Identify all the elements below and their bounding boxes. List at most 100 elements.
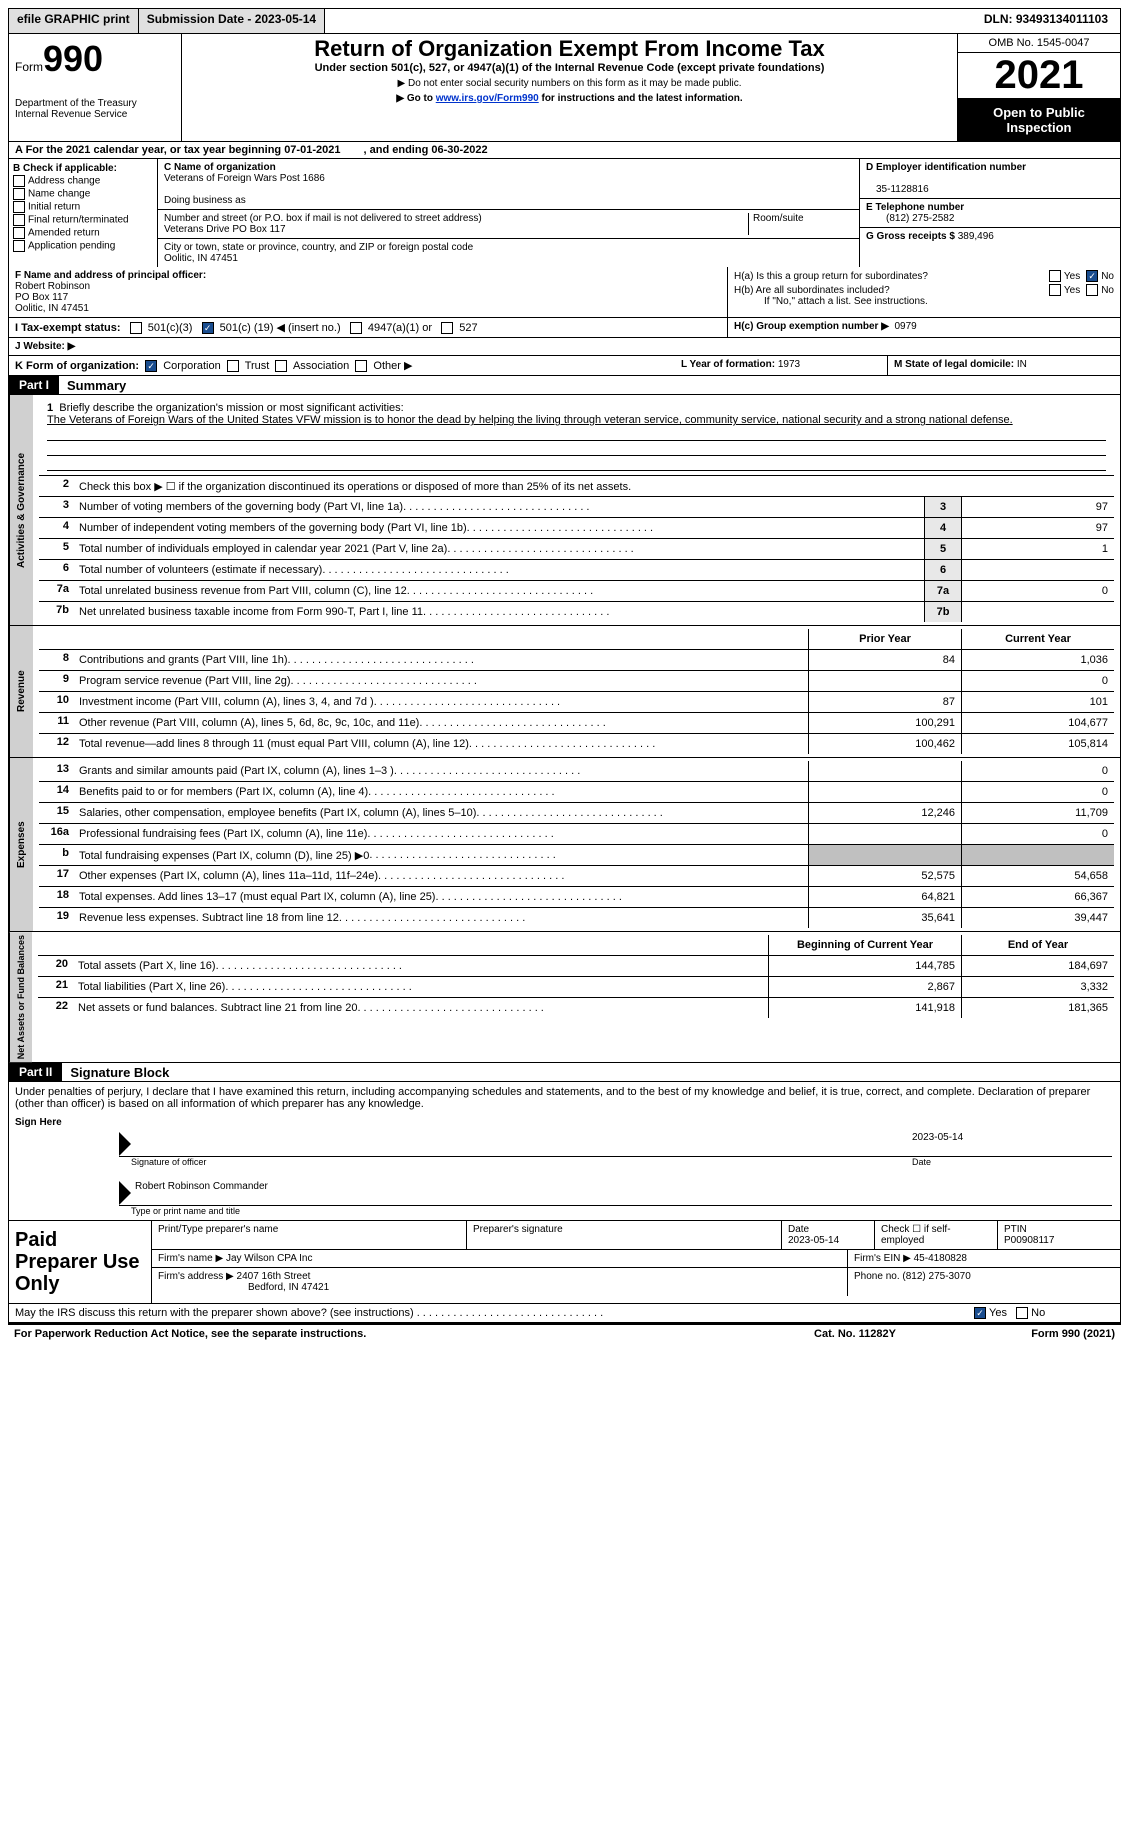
state-domicile-value: IN bbox=[1017, 359, 1027, 370]
line2-num: 2 bbox=[39, 476, 75, 496]
hb-yes-checkbox[interactable] bbox=[1049, 284, 1061, 296]
checkbox[interactable] bbox=[13, 175, 25, 187]
row-k-l-m: K Form of organization: Corporation Trus… bbox=[8, 356, 1121, 376]
section-revenue: Revenue Prior Year Current Year 8Contrib… bbox=[8, 626, 1121, 758]
ein-label: D Employer identification number bbox=[866, 162, 1026, 173]
checkbox[interactable] bbox=[13, 214, 25, 226]
checkbox[interactable] bbox=[13, 201, 25, 213]
line-prior-value: 84 bbox=[808, 650, 961, 670]
summary-line: 14Benefits paid to or for members (Part … bbox=[39, 782, 1114, 803]
line-text: Number of independent voting members of … bbox=[75, 518, 924, 538]
trust-checkbox[interactable] bbox=[227, 360, 239, 372]
line-prior-value bbox=[808, 824, 961, 844]
checkbox[interactable] bbox=[13, 188, 25, 200]
topbar-spacer bbox=[325, 9, 972, 33]
arrow-icon-2 bbox=[119, 1181, 131, 1205]
addr-label: Number and street (or P.O. box if mail i… bbox=[164, 213, 482, 224]
501c-post: ) ◀ (insert no.) bbox=[270, 322, 341, 334]
assoc-label: Association bbox=[293, 360, 349, 372]
form-header: Form990 Department of the Treasury Inter… bbox=[8, 34, 1121, 142]
ha-no-checkbox[interactable] bbox=[1086, 270, 1098, 282]
line-num: 17 bbox=[39, 866, 75, 886]
summary-line: 17Other expenses (Part IX, column (A), l… bbox=[39, 866, 1114, 887]
arrow-icon bbox=[119, 1132, 131, 1156]
firm-phone-label: Phone no. bbox=[854, 1271, 900, 1282]
line-text: Other expenses (Part IX, column (A), lin… bbox=[75, 866, 808, 886]
prep-date-label: Date bbox=[788, 1224, 809, 1235]
line-box: 7a bbox=[924, 581, 961, 601]
501c-checkbox[interactable] bbox=[202, 322, 214, 334]
line-num: b bbox=[39, 845, 75, 865]
summary-line: bTotal fundraising expenses (Part IX, co… bbox=[39, 845, 1114, 866]
tax-year: 2021 bbox=[958, 53, 1120, 99]
h-block: H(a) Is this a group return for subordin… bbox=[727, 267, 1120, 317]
line-text: Number of voting members of the governin… bbox=[75, 497, 924, 517]
col-b-item: Initial return bbox=[13, 201, 153, 213]
line-box: 3 bbox=[924, 497, 961, 517]
city-label: City or town, state or province, country… bbox=[164, 242, 473, 253]
line-value: 97 bbox=[961, 497, 1114, 517]
ha-no-label: No bbox=[1101, 271, 1114, 282]
firm-phone-value: (812) 275-3070 bbox=[902, 1271, 970, 1282]
prep-check-label: Check ☐ if self-employed bbox=[875, 1221, 998, 1249]
irs-link[interactable]: www.irs.gov/Form990 bbox=[436, 93, 539, 104]
dba-label: Doing business as bbox=[164, 195, 246, 206]
line-value bbox=[961, 560, 1114, 580]
firm-ein-label: Firm's EIN ▶ bbox=[854, 1253, 911, 1264]
col-c-org: C Name of organization Veterans of Forei… bbox=[158, 159, 859, 267]
sig-date-label: Date bbox=[912, 1157, 1112, 1167]
line-current-value: 181,365 bbox=[961, 998, 1114, 1018]
line-num: 19 bbox=[39, 908, 75, 928]
tel-label: E Telephone number bbox=[866, 202, 964, 213]
hb-no-checkbox[interactable] bbox=[1086, 284, 1098, 296]
tel-value: (812) 275-2582 bbox=[866, 213, 954, 224]
page-footer: For Paperwork Reduction Act Notice, see … bbox=[8, 1323, 1121, 1343]
ha-yes-label: Yes bbox=[1064, 271, 1080, 282]
4947-checkbox[interactable] bbox=[350, 322, 362, 334]
officer-label: F Name and address of principal officer: bbox=[15, 270, 206, 281]
discuss-no-checkbox[interactable] bbox=[1016, 1307, 1028, 1319]
summary-line: 15Salaries, other compensation, employee… bbox=[39, 803, 1114, 824]
vtab-net: Net Assets or Fund Balances bbox=[9, 932, 32, 1062]
discuss-yes-checkbox[interactable] bbox=[974, 1307, 986, 1319]
open-to-public: Open to PublicInspection bbox=[958, 99, 1120, 141]
other-checkbox[interactable] bbox=[355, 360, 367, 372]
col-b-item: Amended return bbox=[13, 227, 153, 239]
sign-here-block: Sign Here 2023-05-14 Signature of office… bbox=[8, 1114, 1121, 1221]
line-current-value: 3,332 bbox=[961, 977, 1114, 997]
line-prior-value bbox=[808, 782, 961, 802]
footer-year: 2021 bbox=[1087, 1328, 1111, 1340]
501c3-checkbox[interactable] bbox=[130, 322, 142, 334]
discuss-yes-label: Yes bbox=[989, 1307, 1007, 1319]
line-text: Total number of volunteers (estimate if … bbox=[75, 560, 924, 580]
line-text: Total assets (Part X, line 16) bbox=[74, 956, 768, 976]
assoc-checkbox[interactable] bbox=[275, 360, 287, 372]
col-prior-year: Prior Year bbox=[808, 629, 961, 649]
line-text: Other revenue (Part VIII, column (A), li… bbox=[75, 713, 808, 733]
checkbox[interactable] bbox=[13, 227, 25, 239]
501c3-label: 501(c)(3) bbox=[148, 322, 193, 334]
corp-label: Corporation bbox=[163, 360, 220, 372]
cal-begin: A For the 2021 calendar year, or tax yea… bbox=[15, 144, 340, 156]
part1-tag: Part I bbox=[9, 376, 59, 394]
line-num: 4 bbox=[39, 518, 75, 538]
form-prefix: Form bbox=[15, 60, 43, 74]
dept-irs: Internal Revenue Service bbox=[15, 109, 175, 120]
form-title: Return of Organization Exempt From Incom… bbox=[186, 36, 953, 62]
527-checkbox[interactable] bbox=[441, 322, 453, 334]
ha-yes-checkbox[interactable] bbox=[1049, 270, 1061, 282]
line-prior-value: 100,291 bbox=[808, 713, 961, 733]
summary-line: 7aTotal unrelated business revenue from … bbox=[39, 581, 1114, 602]
efile-print-button[interactable]: efile GRAPHIC print bbox=[9, 9, 139, 33]
checkbox[interactable] bbox=[13, 240, 25, 252]
line-text: Total number of individuals employed in … bbox=[75, 539, 924, 559]
col-b-checkboxes: B Check if applicable: Address changeNam… bbox=[9, 159, 158, 267]
line-prior-value bbox=[808, 671, 961, 691]
summary-line: 6Total number of volunteers (estimate if… bbox=[39, 560, 1114, 581]
line-text: Revenue less expenses. Subtract line 18 … bbox=[75, 908, 808, 928]
part1-header: Part I Summary bbox=[8, 376, 1121, 395]
part2-header: Part II Signature Block bbox=[8, 1063, 1121, 1082]
line-num: 14 bbox=[39, 782, 75, 802]
corp-checkbox[interactable] bbox=[145, 360, 157, 372]
line-box: 6 bbox=[924, 560, 961, 580]
